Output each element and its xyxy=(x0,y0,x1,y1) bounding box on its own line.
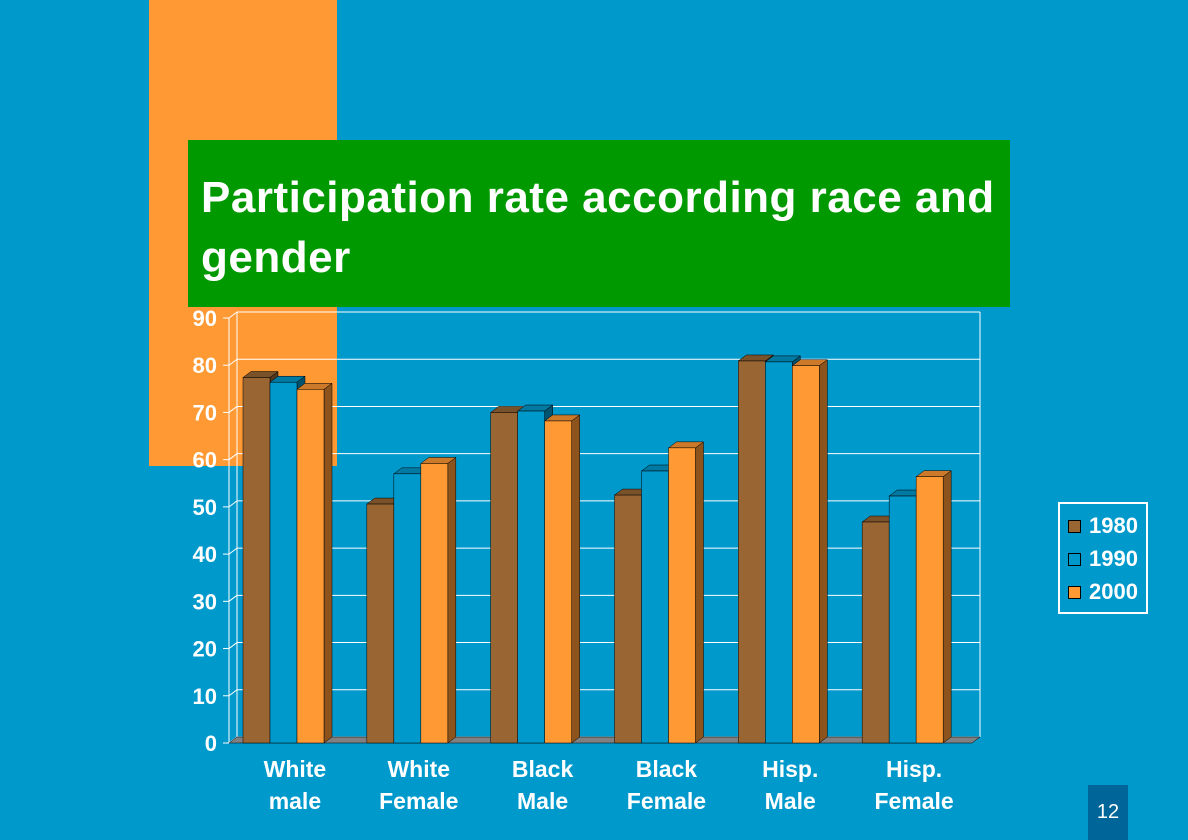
gridline-side xyxy=(228,547,238,555)
legend-label-1990: 1990 xyxy=(1089,546,1138,571)
x-tick-label: Male xyxy=(765,788,816,814)
legend-label-2000: 2000 xyxy=(1089,579,1138,604)
legend-label-1980: 1980 xyxy=(1089,513,1138,538)
bar-1990 xyxy=(517,410,545,744)
legend-swatch-2000 xyxy=(1068,585,1081,599)
legend-swatch-1980 xyxy=(1068,519,1081,533)
bar-2000 xyxy=(544,420,572,744)
bar-2000 xyxy=(420,463,449,744)
y-tick-label: 0 xyxy=(205,731,217,756)
bar-1990 xyxy=(888,495,917,744)
bar-1990 xyxy=(269,381,298,744)
y-tick-label: 10 xyxy=(193,684,217,709)
bar-2000 xyxy=(296,389,325,744)
chart-legend: 1980 1990 2000 xyxy=(1058,502,1148,614)
y-tick-label: 50 xyxy=(193,495,217,520)
page-number: 12 xyxy=(1088,785,1128,840)
x-tick-label: Male xyxy=(517,788,568,814)
gridline-side xyxy=(228,689,238,697)
gridline-side xyxy=(228,453,238,461)
bar-side xyxy=(942,470,952,744)
gridline-side xyxy=(228,358,238,366)
x-tick-label: White xyxy=(264,756,327,782)
x-tick-label: Female xyxy=(627,788,706,814)
y-tick-label: 80 xyxy=(193,353,217,378)
legend-item-1980: 1980 xyxy=(1068,512,1148,540)
bar-side xyxy=(447,456,457,744)
bar-1980 xyxy=(490,412,518,744)
x-tick-label: Female xyxy=(874,788,953,814)
x-tick-label: Hisp. xyxy=(886,756,942,782)
x-tick-label: Hisp. xyxy=(762,756,818,782)
bar-1980 xyxy=(614,494,642,744)
x-tick-label: Black xyxy=(636,756,698,782)
bar-side xyxy=(323,382,333,744)
gridline-side xyxy=(228,642,238,649)
gridline-side xyxy=(228,594,238,602)
bar-1990 xyxy=(393,473,422,744)
y-tick-label: 70 xyxy=(193,400,217,425)
bar-side xyxy=(695,441,704,744)
y-tick-label: 90 xyxy=(193,306,217,331)
legend-swatch-1990 xyxy=(1068,552,1081,566)
x-tick-label: Black xyxy=(512,756,574,782)
gridline-side xyxy=(228,311,238,319)
bar-side xyxy=(819,359,828,744)
y-tick-label: 60 xyxy=(193,448,217,473)
y-tick-label: 40 xyxy=(193,542,217,567)
gridline-side xyxy=(228,406,238,413)
legend-item-1990: 1990 xyxy=(1068,545,1148,573)
bar-1980 xyxy=(366,503,395,744)
bar-2000 xyxy=(792,365,820,744)
y-tick-label: 30 xyxy=(193,589,217,614)
bar-1980 xyxy=(738,360,766,744)
bar-1990 xyxy=(765,361,793,744)
bar-2000 xyxy=(668,447,696,744)
x-tick-label: White xyxy=(387,756,450,782)
y-tick-label: 20 xyxy=(193,637,217,662)
title-box: Participation rate according race and ge… xyxy=(188,140,1010,307)
bar-1980 xyxy=(861,521,890,744)
x-tick-label: male xyxy=(269,788,321,814)
bar-1990 xyxy=(641,470,669,744)
gridline-side xyxy=(228,500,238,508)
legend-item-2000: 2000 xyxy=(1068,578,1148,606)
bar-1980 xyxy=(242,377,271,744)
x-tick-label: Female xyxy=(379,788,458,814)
bar-side xyxy=(571,414,580,744)
slide-title: Participation rate according race and ge… xyxy=(201,173,995,282)
bar-2000 xyxy=(915,476,944,744)
